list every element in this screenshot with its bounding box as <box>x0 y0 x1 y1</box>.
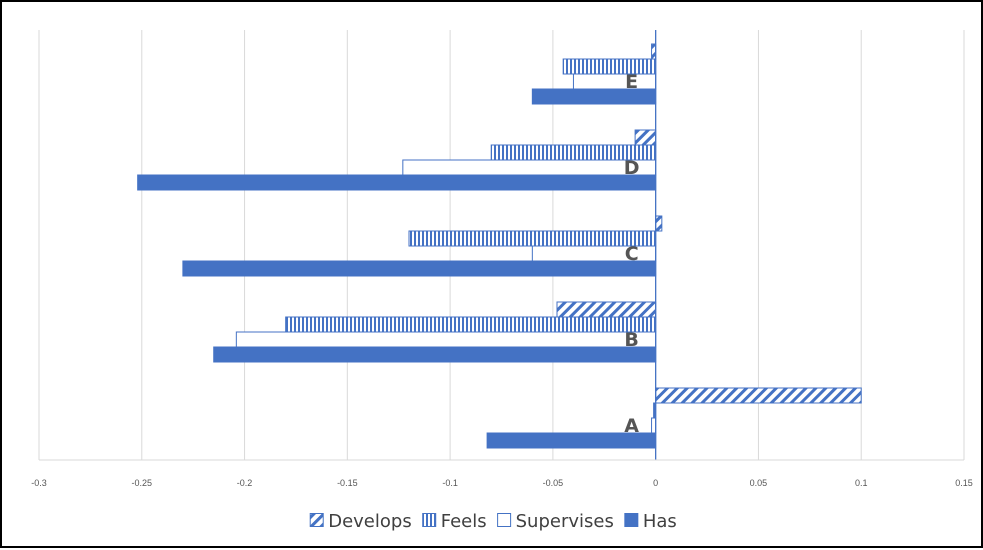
x-tick-label: 0.15 <box>955 478 973 488</box>
category-label-c: C <box>625 243 639 265</box>
bar-has-d <box>137 174 657 191</box>
axes <box>39 30 964 461</box>
legend-swatch-feels <box>422 513 437 527</box>
x-tick-label: -0.25 <box>132 478 153 488</box>
bar-feels-e <box>562 58 657 75</box>
x-tick-label: -0.2 <box>237 478 253 488</box>
bar-feels-c <box>408 230 657 247</box>
x-tick-label: -0.1 <box>442 478 458 488</box>
x-tick-label: -0.15 <box>337 478 358 488</box>
category-label-a: A <box>624 415 639 437</box>
legend-label-feels: Feels <box>441 511 487 532</box>
category-label-d: D <box>624 157 640 179</box>
x-tick-label: 0.1 <box>855 478 868 488</box>
x-tick-label: 0.05 <box>750 478 768 488</box>
bar-develops-a <box>655 387 862 404</box>
legend-label-develops: Develops <box>328 511 411 532</box>
legend-swatch-supervises <box>497 513 512 527</box>
bar-develops-c <box>655 215 663 232</box>
legend-label-has: Has <box>643 511 677 532</box>
category-labels: A B C D E <box>624 71 640 437</box>
legend-swatch-develops <box>309 513 324 527</box>
bar-has-c <box>182 260 657 277</box>
bar-supervises-e <box>572 73 657 90</box>
x-tick-label: -0.05 <box>543 478 564 488</box>
bar-has-b <box>213 346 657 363</box>
category-label-b: B <box>624 329 638 351</box>
bar-supervises-d <box>402 159 657 176</box>
bar-develops-b <box>556 301 657 318</box>
bar-supervises-b <box>235 331 657 348</box>
legend-label-supervises: Supervises <box>516 511 614 532</box>
x-tick-label: 0 <box>653 478 658 488</box>
x-tick-labels: -0.3 -0.25 -0.2 -0.15 -0.1 -0.05 0 0.05 0.1 0.15 <box>31 478 973 488</box>
legend-swatch-has <box>624 513 639 527</box>
bars <box>137 43 862 449</box>
bar-feels-b <box>285 316 657 333</box>
bar-develops-d <box>634 129 657 146</box>
category-label-e: E <box>625 71 638 93</box>
x-tick-label: -0.3 <box>31 478 47 488</box>
legend: Develops Feels Supervises Has <box>309 511 677 532</box>
